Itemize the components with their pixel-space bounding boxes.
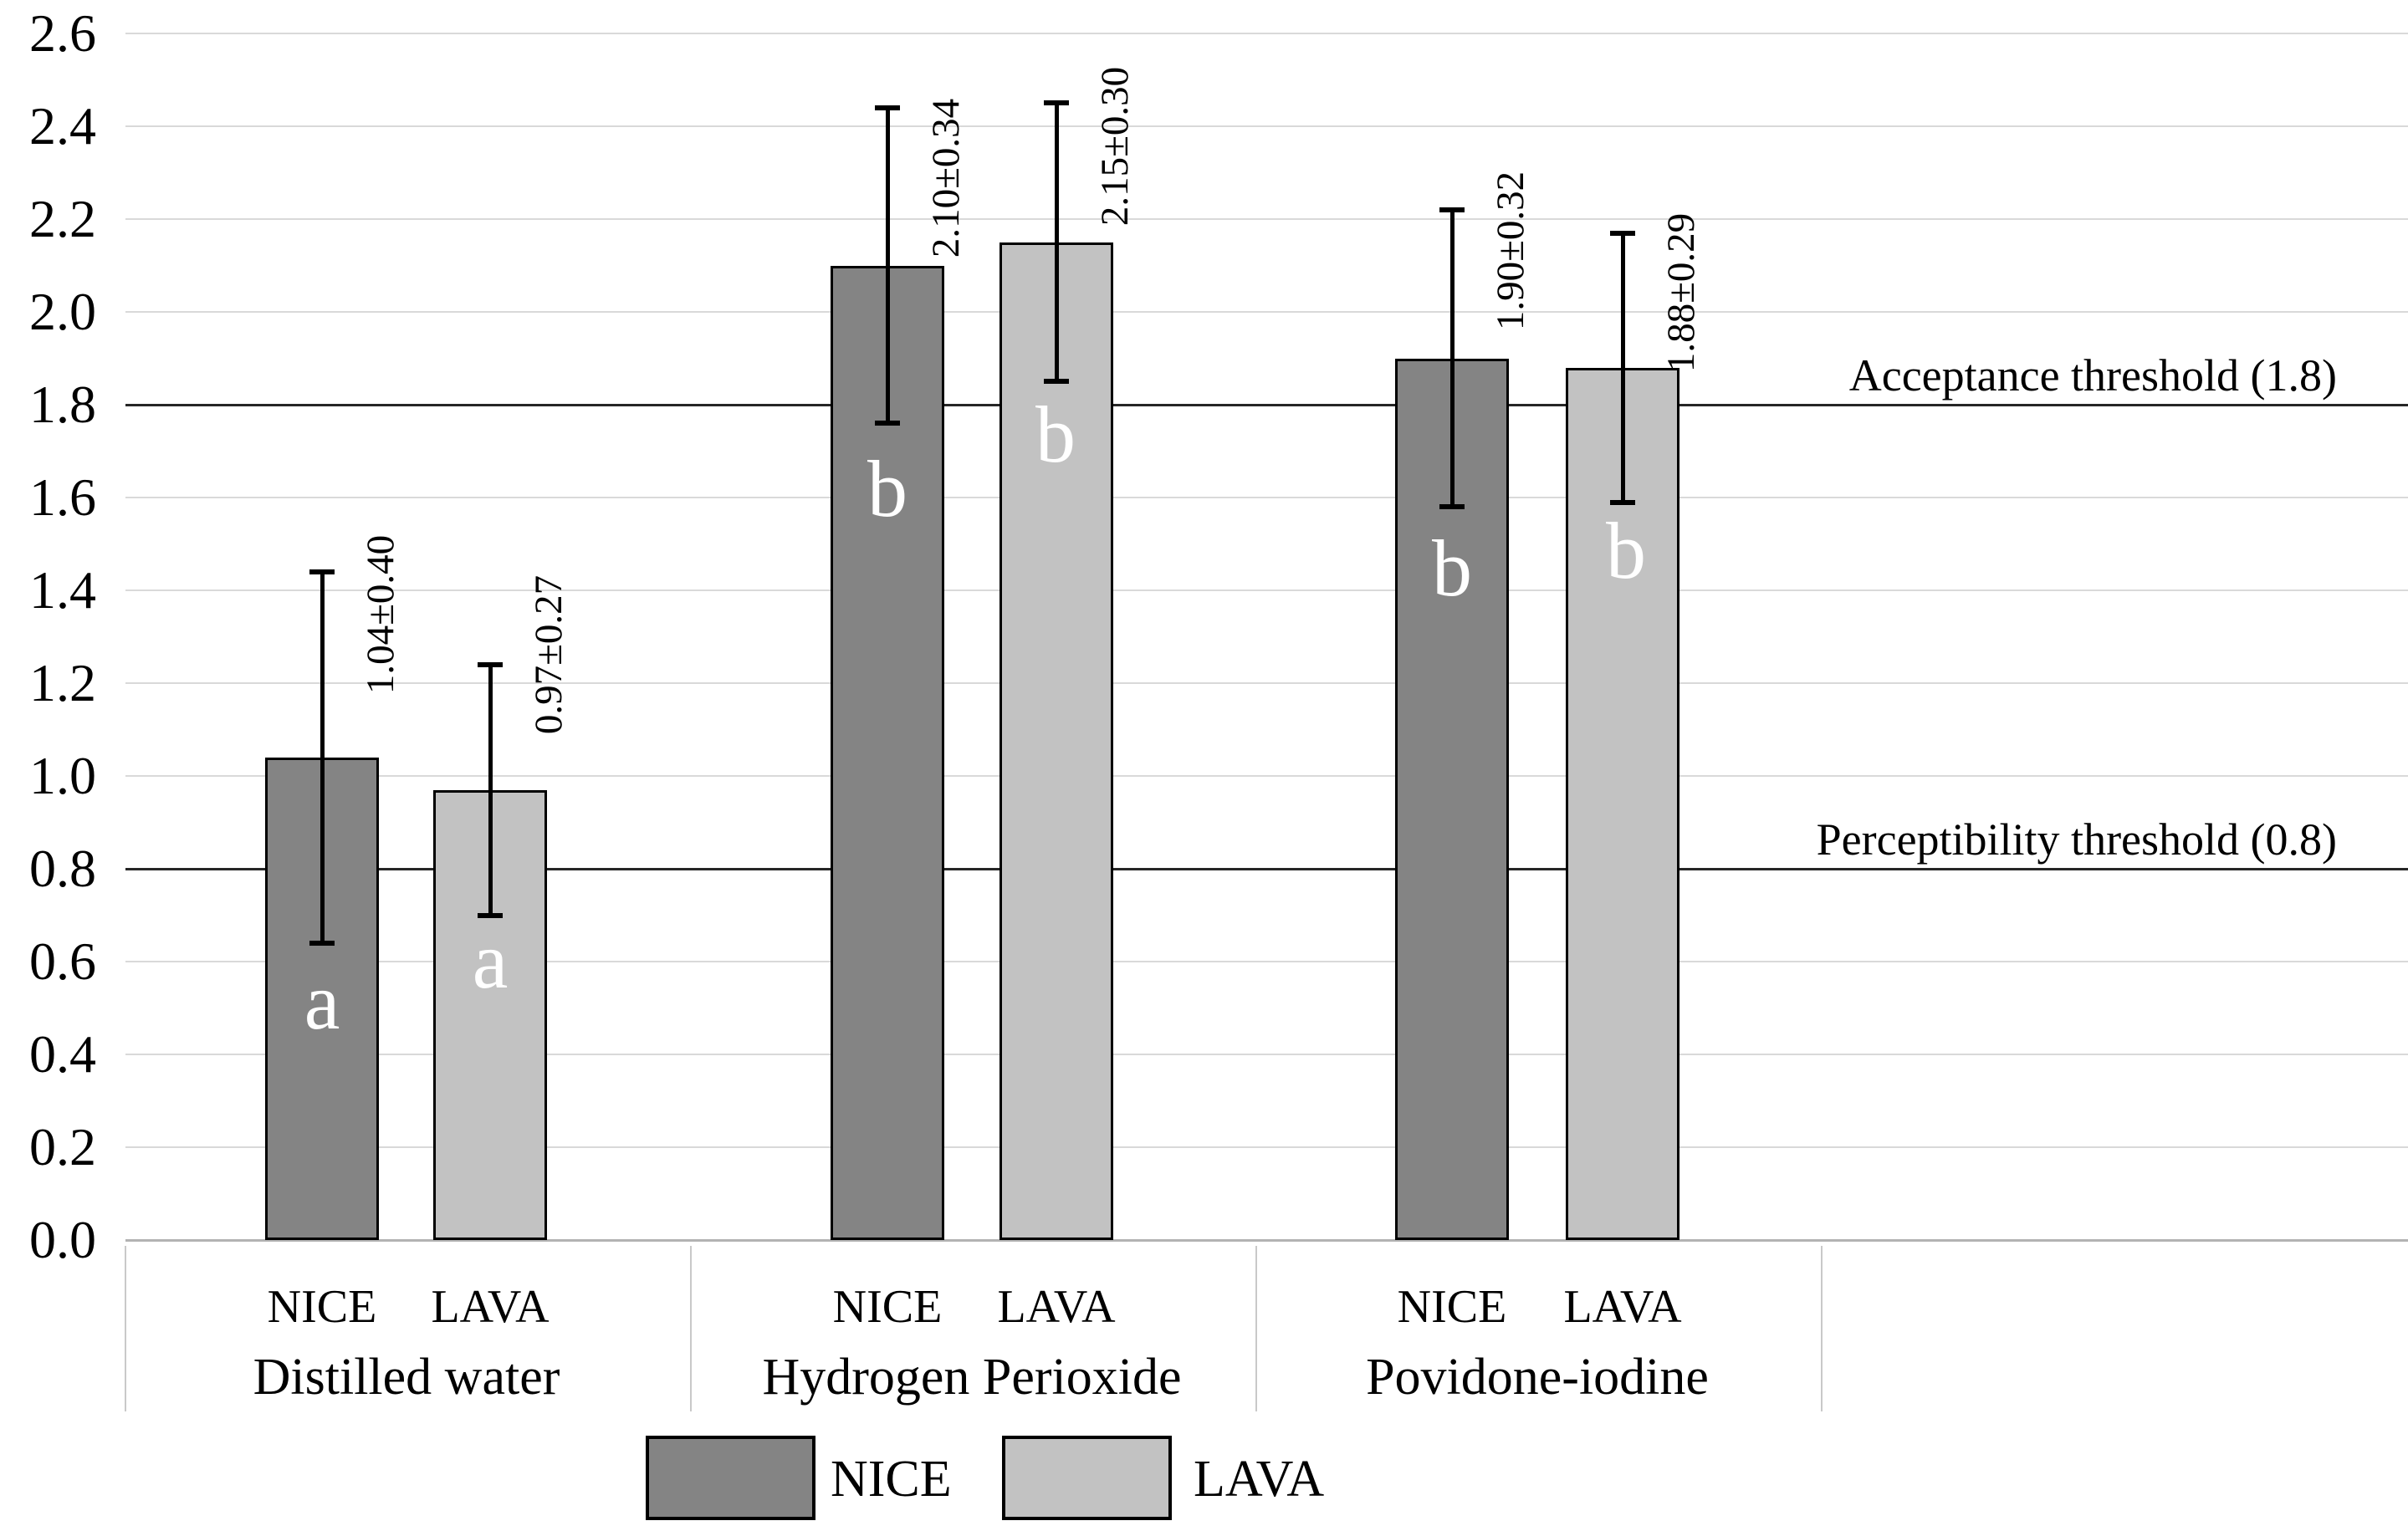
x-axis-category-label: Hydrogen Perioxide <box>762 1349 1182 1406</box>
x-axis-series-label: NICE <box>832 1281 943 1333</box>
gridline <box>125 1146 2408 1148</box>
bar-value-label: 0.97±0.27 <box>527 574 570 735</box>
x-axis-category-label: Povidone-iodine <box>1366 1349 1709 1406</box>
threshold-label: Acceptance threshold (1.8) <box>1848 350 2337 401</box>
error-bar-cap-bottom <box>1610 499 1635 505</box>
x-axis-series-label: LAVA <box>1563 1281 1682 1333</box>
y-axis-tick-label: 0.4 <box>29 1024 96 1084</box>
error-bar-cap-top <box>309 569 335 574</box>
gridline <box>125 1054 2408 1055</box>
y-axis-tick-label: 2.2 <box>29 189 96 248</box>
error-bar <box>1054 103 1059 382</box>
y-axis-tick-label: 1.4 <box>29 560 96 620</box>
bar-value-label: 2.10±0.34 <box>924 98 968 258</box>
error-bar <box>1449 209 1455 508</box>
category-divider-line <box>125 1246 126 1411</box>
y-axis-tick-label: 1.2 <box>29 653 96 712</box>
error-bar-cap-top <box>478 661 503 667</box>
significance-letter: b <box>1035 390 1076 479</box>
gridline <box>125 33 2408 34</box>
x-axis-series-label: LAVA <box>431 1281 550 1333</box>
bar-lava-2 <box>999 242 1113 1240</box>
x-axis-line <box>125 1239 2408 1242</box>
y-axis-tick-label: 0.0 <box>29 1210 96 1269</box>
threshold-line <box>125 868 2408 870</box>
significance-letter: b <box>867 444 907 533</box>
gridline <box>125 125 2408 127</box>
gridline <box>125 961 2408 962</box>
error-bar <box>320 571 325 943</box>
category-divider-line <box>690 1246 692 1411</box>
error-bar-cap-bottom <box>478 912 503 918</box>
y-axis-tick-label: 0.6 <box>29 931 96 991</box>
error-bar-cap-bottom <box>875 421 900 426</box>
significance-letter: a <box>304 957 340 1046</box>
y-axis-tick-label: 2.4 <box>29 96 96 156</box>
bar-value-label: 2.15±0.30 <box>1093 66 1137 227</box>
bar-lava-3 <box>1566 367 1679 1240</box>
legend-swatch-nice <box>646 1436 815 1520</box>
gridline <box>125 589 2408 591</box>
error-bar-cap-bottom <box>1044 379 1069 385</box>
y-axis-tick-label: 1.0 <box>29 746 96 805</box>
y-axis-tick-label: 1.6 <box>29 467 96 527</box>
bar-value-label: 1.90±0.32 <box>1489 171 1532 331</box>
gridline <box>125 311 2408 313</box>
bar-value-label: 1.04±0.40 <box>359 534 402 695</box>
y-axis-tick-label: 0.2 <box>29 1117 96 1176</box>
y-axis-tick-label: 1.8 <box>29 375 96 434</box>
threshold-line <box>125 404 2408 406</box>
category-divider-line <box>1255 1246 1257 1411</box>
significance-letter: a <box>472 916 509 1005</box>
threshold-label: Perceptibility threshold (0.8) <box>1816 814 2337 865</box>
legend-label-nice: NICE <box>831 1451 952 1508</box>
bar-lava-1 <box>433 789 547 1240</box>
bar-value-label: 1.88±0.29 <box>1659 212 1703 373</box>
error-bar <box>885 107 890 424</box>
error-bar-cap-top <box>1044 100 1069 106</box>
legend-label-lava: LAVA <box>1194 1451 1325 1508</box>
significance-letter: b <box>1432 523 1472 613</box>
x-axis-series-label: NICE <box>267 1281 377 1333</box>
y-axis-tick-label: 2.6 <box>29 3 96 63</box>
error-bar <box>1620 232 1625 503</box>
error-bar-cap-top <box>1439 207 1465 212</box>
gridline <box>125 218 2408 220</box>
category-divider-line <box>1821 1246 1823 1411</box>
x-axis-series-label: LAVA <box>997 1281 1116 1333</box>
y-axis-tick-label: 2.0 <box>29 282 96 341</box>
gridline <box>125 682 2408 684</box>
error-bar-cap-bottom <box>309 940 335 946</box>
x-axis-series-label: NICE <box>1397 1281 1507 1333</box>
error-bar <box>488 664 493 916</box>
error-bar-cap-bottom <box>1439 504 1465 510</box>
gridline <box>125 497 2408 498</box>
significance-letter: b <box>1606 506 1646 595</box>
gridline <box>125 775 2408 777</box>
error-bar-cap-top <box>1610 230 1635 236</box>
error-bar-cap-top <box>875 105 900 110</box>
y-axis-tick-label: 0.8 <box>29 839 96 898</box>
x-axis-category-label: Distilled water <box>253 1349 560 1406</box>
legend-swatch-lava <box>1002 1436 1172 1520</box>
